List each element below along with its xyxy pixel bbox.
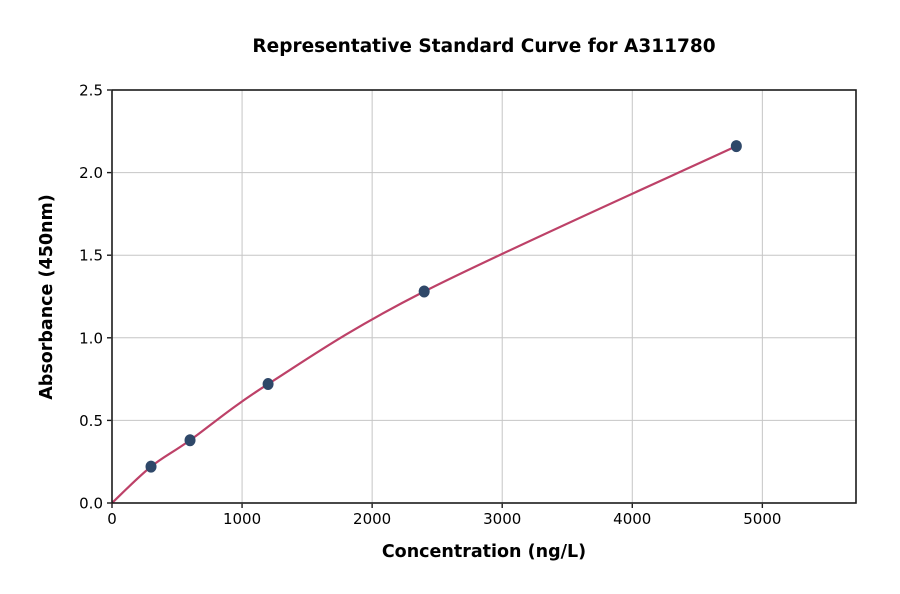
x-tick-label: 3000: [483, 510, 521, 528]
y-tick-label: 1.5: [79, 247, 103, 265]
data-point: [262, 378, 274, 391]
x-tick-label: 1000: [223, 510, 261, 528]
data-point: [145, 460, 157, 473]
y-tick-label: 0.0: [79, 495, 103, 513]
y-tick-label: 2.0: [79, 164, 103, 182]
fit-curve: [110, 145, 738, 505]
x-axis-label: Concentration (ng/L): [381, 542, 587, 562]
y-tick-label: 1.0: [79, 329, 103, 347]
data-point: [184, 434, 196, 447]
y-tick-label: 0.5: [79, 412, 103, 430]
x-tick-label: 0: [107, 510, 117, 528]
x-tick-label: 4000: [613, 510, 651, 528]
data-point: [730, 140, 742, 153]
x-tick-label: 5000: [743, 510, 781, 528]
x-tick-label: 2000: [353, 510, 391, 528]
data-point: [418, 285, 430, 298]
chart-title: Representative Standard Curve for A31178…: [252, 36, 716, 57]
plot-box-spines: [111, 89, 857, 504]
y-tick-label: 2.5: [79, 82, 103, 100]
